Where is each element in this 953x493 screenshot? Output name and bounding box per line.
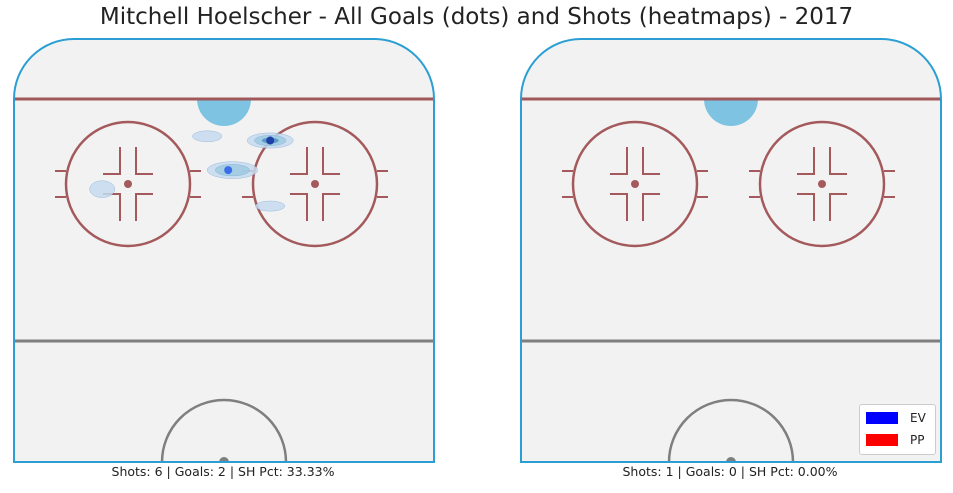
faceoff-circle-right — [251, 120, 379, 248]
faceoff-hash-marks — [55, 147, 201, 221]
center-dot — [726, 457, 736, 462]
goal-dot — [224, 166, 233, 175]
legend-swatch-pp — [866, 434, 898, 446]
right-panel-caption: Shots: 1 | Goals: 0 | SH Pct: 0.00% — [622, 464, 838, 479]
shot-density-contour — [255, 200, 286, 212]
ice-surface — [14, 39, 434, 462]
rink-boards — [13, 38, 435, 463]
faceoff-dot — [124, 180, 132, 188]
rink-markings — [14, 97, 434, 462]
shot-density-contour — [215, 164, 250, 177]
rink-markings — [521, 97, 941, 462]
legend-item-ev: EV — [866, 410, 926, 426]
faceoff-circle-right — [758, 120, 886, 248]
legend: EV PP — [859, 404, 936, 455]
rink-panel-left — [13, 38, 435, 463]
left-panel-caption: Shots: 6 | Goals: 2 | SH Pct: 33.33% — [111, 464, 335, 479]
shot-density-contour — [89, 180, 116, 198]
center-circle — [160, 398, 288, 462]
rink-svg — [520, 38, 942, 463]
faceoff-dot — [818, 180, 826, 188]
legend-swatch-ev — [866, 412, 898, 424]
faceoff-dot — [631, 180, 639, 188]
center-circle — [667, 398, 795, 462]
legend-label-ev: EV — [910, 411, 926, 425]
goal-dot — [266, 136, 275, 145]
rink-boards — [520, 38, 942, 463]
faceoff-hash-marks — [562, 147, 708, 221]
legend-label-pp: PP — [910, 433, 925, 447]
goal-crease — [704, 99, 758, 126]
rink-panel-right — [520, 38, 942, 463]
shot-density-contour — [192, 130, 223, 143]
goal-crease — [197, 99, 251, 126]
faceoff-dot — [311, 180, 319, 188]
rink-svg — [13, 38, 435, 463]
ice-surface — [521, 39, 941, 462]
chart-title: Mitchell Hoelscher - All Goals (dots) an… — [99, 4, 854, 30]
faceoff-circle-left — [64, 120, 192, 248]
legend-item-pp: PP — [866, 432, 924, 448]
faceoff-circle-left — [571, 120, 699, 248]
center-dot — [219, 457, 229, 462]
faceoff-hash-marks — [749, 147, 895, 221]
